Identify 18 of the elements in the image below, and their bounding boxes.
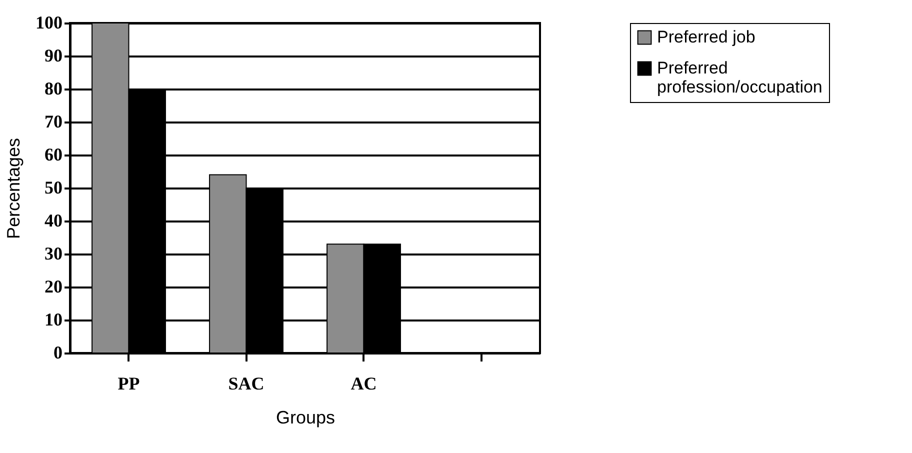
y-tick-label: 30 — [44, 244, 62, 264]
y-tick-label: 60 — [44, 144, 62, 164]
y-tick-label: 40 — [44, 210, 62, 230]
y-tick-label: 80 — [44, 78, 62, 98]
y-tick-label: 70 — [44, 112, 62, 132]
y-tick-label: 10 — [44, 310, 62, 330]
y-tick-label: 20 — [44, 276, 62, 296]
y-axis-title: Percentages — [4, 138, 24, 240]
y-tick-label: 0 — [54, 342, 62, 362]
y-tick-label: 90 — [44, 46, 62, 66]
x-axis-title: Groups — [276, 408, 336, 428]
y-tick-label: 100 — [36, 12, 62, 32]
y-tick-label: 50 — [44, 178, 62, 198]
x-tick-label: PP — [118, 374, 140, 394]
legend-label: Preferred job — [657, 28, 756, 46]
x-tick-label: AC — [350, 374, 377, 394]
legend-label: Preferred profession/occupation — [657, 58, 822, 96]
x-tick-label: SAC — [228, 374, 264, 394]
